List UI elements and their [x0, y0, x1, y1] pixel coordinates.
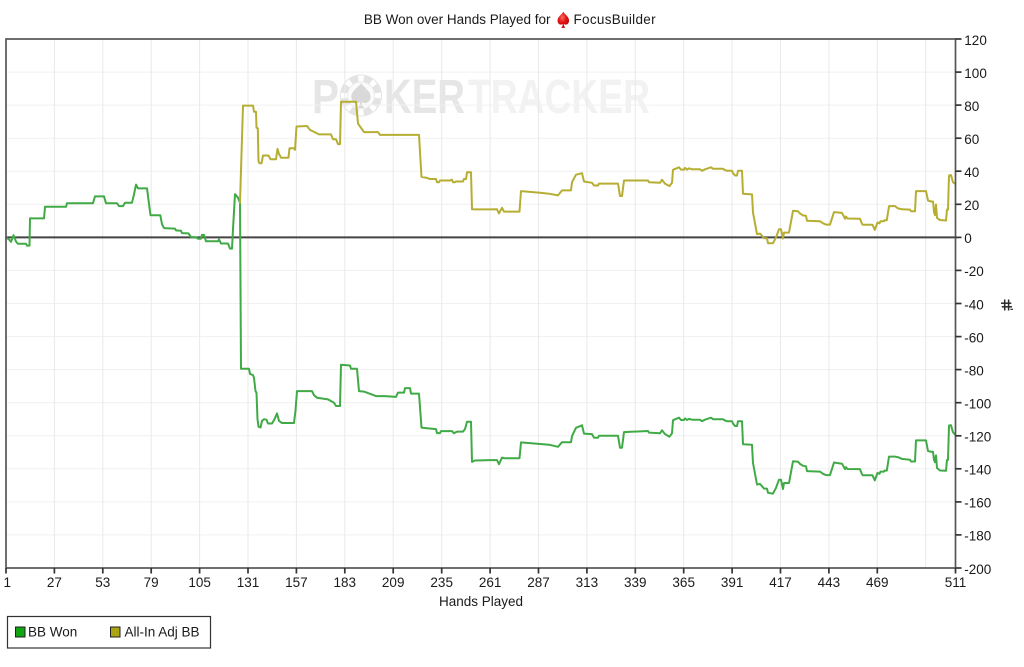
svg-text:20: 20	[964, 198, 979, 213]
svg-text:60: 60	[964, 132, 979, 147]
svg-text:235: 235	[430, 575, 453, 590]
svg-text:469: 469	[866, 575, 889, 590]
svg-text:BB Won over Hands Played for: BB Won over Hands Played for	[364, 12, 551, 27]
svg-text:287: 287	[527, 575, 550, 590]
svg-text:27: 27	[47, 575, 62, 590]
svg-text:209: 209	[382, 575, 405, 590]
svg-text:53: 53	[95, 575, 110, 590]
svg-text:80: 80	[964, 99, 979, 114]
svg-text:-60: -60	[964, 330, 984, 345]
svg-text:KER: KER	[384, 71, 465, 124]
svg-text:1: 1	[3, 575, 11, 590]
svg-text:120: 120	[964, 33, 987, 48]
svg-text:-200: -200	[964, 562, 991, 577]
svg-text:105: 105	[188, 575, 211, 590]
svg-text:BB Won: BB Won	[28, 625, 77, 640]
svg-text:-20: -20	[964, 264, 984, 279]
svg-text:0: 0	[964, 231, 972, 246]
svg-text:FocusBuilder: FocusBuilder	[574, 12, 657, 27]
svg-text:100: 100	[964, 66, 987, 81]
svg-text:-180: -180	[964, 529, 991, 544]
svg-text:P: P	[312, 71, 339, 124]
svg-text:511: 511	[945, 575, 967, 590]
svg-text:261: 261	[479, 575, 502, 590]
svg-text:TRACKER: TRACKER	[468, 71, 650, 124]
svg-text:-100: -100	[964, 397, 991, 412]
svg-text:-120: -120	[964, 430, 991, 445]
svg-text:443: 443	[818, 575, 841, 590]
svg-text:313: 313	[576, 575, 599, 590]
svg-text:365: 365	[672, 575, 695, 590]
svg-text:79: 79	[144, 575, 159, 590]
svg-text:417: 417	[769, 575, 792, 590]
svg-text:-80: -80	[964, 363, 984, 378]
svg-text:All-In Adj BB: All-In Adj BB	[125, 625, 200, 640]
svg-text:-40: -40	[964, 297, 984, 312]
svg-text:339: 339	[624, 575, 647, 590]
svg-text:40: 40	[964, 165, 979, 180]
svg-text:Hands Played: Hands Played	[439, 594, 523, 609]
svg-text:183: 183	[334, 575, 357, 590]
svg-text:-140: -140	[964, 463, 991, 478]
svg-text:-160: -160	[964, 496, 991, 511]
svg-text:391: 391	[721, 575, 744, 590]
svg-text:131: 131	[237, 575, 260, 590]
svg-text:157: 157	[285, 575, 308, 590]
